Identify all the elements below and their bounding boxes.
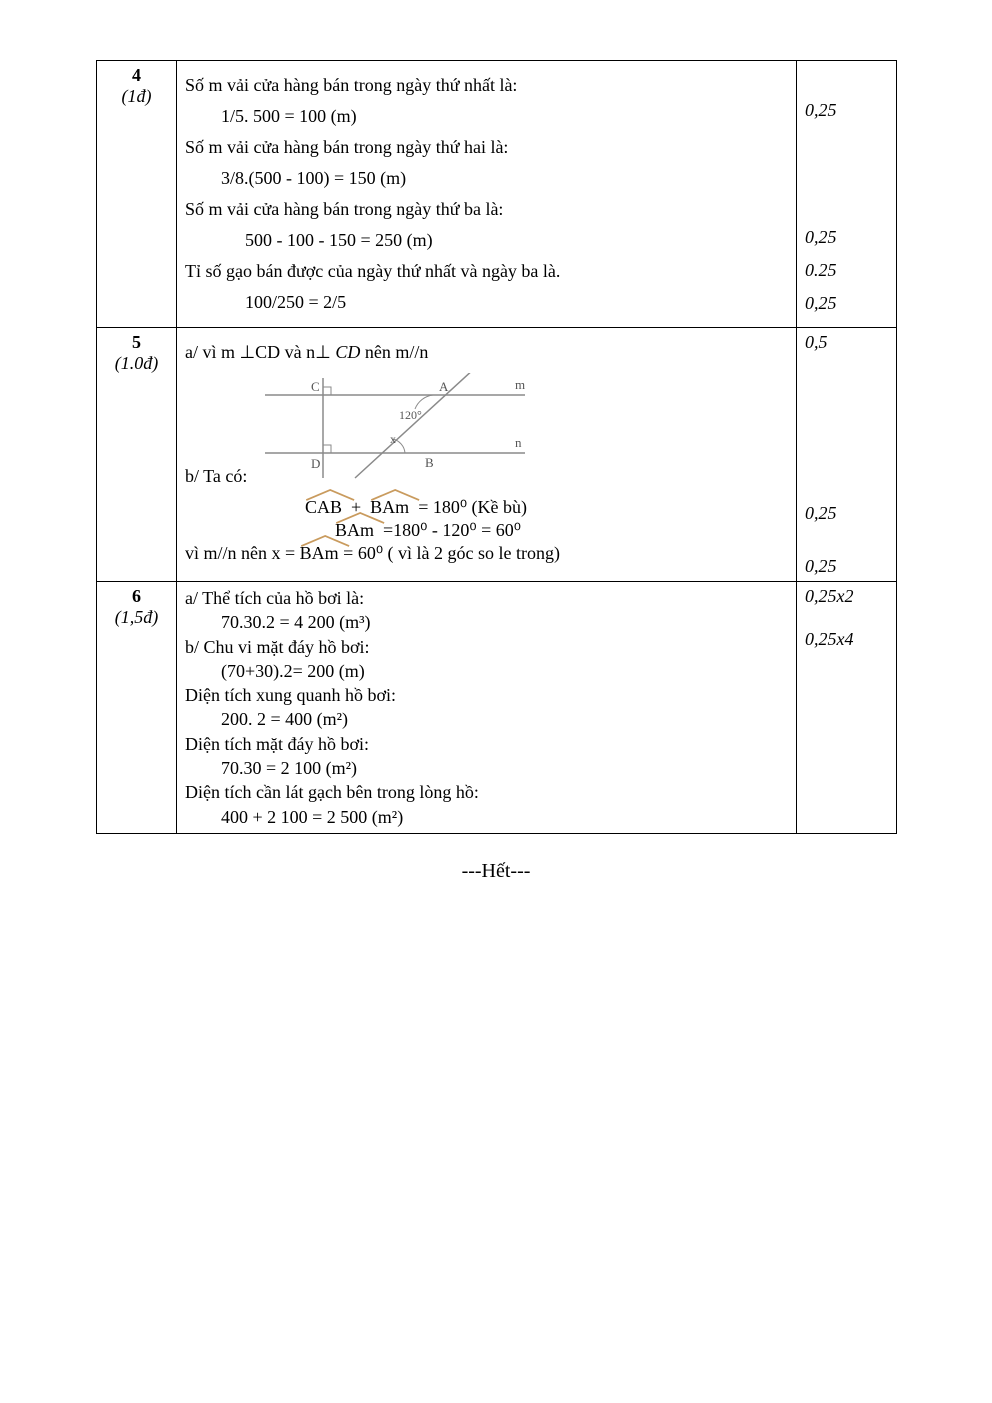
svg-text:B: B: [425, 455, 434, 470]
q6-line: Diện tích cần lát gạch bên trong lòng hồ…: [185, 780, 788, 804]
q6-number-cell: 6 (1,5đ): [97, 582, 177, 834]
svg-text:x: x: [390, 432, 396, 446]
score-value: 0.25: [805, 260, 888, 281]
score-value: [805, 178, 888, 199]
score-value: 0,25: [805, 556, 888, 577]
svg-text:A: A: [439, 379, 449, 394]
q6-line: b/ Chu vi mặt đáy hồ bơi:: [185, 635, 788, 659]
svg-text:m: m: [515, 377, 525, 392]
q6-points: (1,5đ): [115, 607, 159, 627]
q5-number-cell: 5 (1.0đ): [97, 328, 177, 582]
score-value: [805, 79, 888, 100]
q6-line: 70.30.2 = 4 200 (m³): [185, 610, 788, 634]
q6-line: Diện tích xung quanh hồ bơi:: [185, 683, 788, 707]
cd-italic: CD: [335, 342, 360, 362]
q4-line: Số m vải cửa hàng bán trong ngày thứ ba …: [185, 199, 788, 220]
score-value: 0,25: [805, 293, 888, 314]
score-value: 0,25: [805, 503, 888, 524]
q6-content: a/ Thể tích của hồ bơi là: 70.30.2 = 4 2…: [177, 582, 797, 834]
q4-line: 3/8.(500 - 100) = 150 (m): [185, 168, 788, 189]
q6-score: 0,25x2 0,25x4: [797, 582, 897, 834]
q6-number: 6: [132, 586, 141, 606]
angle-hat-icon: BAm: [300, 543, 339, 564]
q5-final-line: vì m//n nên x = BAm = 60⁰ ( vì là 2 góc …: [185, 543, 788, 564]
q5-line-a: a/ vì m ⊥CD và n⊥ CD nên m//n: [185, 342, 788, 363]
q5-eq: BAm =180⁰ - 120⁰ = 60⁰: [185, 520, 788, 541]
q5-number: 5: [132, 332, 141, 352]
svg-text:n: n: [515, 435, 522, 450]
ending-text: ---Hết---: [96, 860, 896, 883]
q6-line: 70.30 = 2 100 (m²): [185, 756, 788, 780]
score-value: 0,25: [805, 100, 888, 121]
q4-number-cell: 4 (1đ): [97, 61, 177, 328]
score-value: 0,5: [805, 332, 888, 353]
q6-line: 400 + 2 100 = 2 500 (m²): [185, 805, 788, 829]
score-value: 0,25x2: [805, 586, 888, 607]
q4-content: Số m vải cửa hàng bán trong ngày thứ nhấ…: [177, 61, 797, 328]
q4-line: Số m vải cửa hàng bán trong ngày thứ hai…: [185, 137, 788, 158]
svg-text:D: D: [311, 456, 320, 471]
q4-line: 1/5. 500 = 100 (m): [185, 106, 788, 127]
q4-points: (1đ): [122, 86, 152, 106]
score-value: 0,25x4: [805, 629, 888, 650]
q4-score: 0,25 0,25 0.25 0,25: [797, 61, 897, 328]
q4-line: 100/250 = 2/5: [185, 292, 788, 313]
q4-number: 4: [132, 65, 141, 85]
q4-line: 500 - 100 - 150 = 250 (m): [185, 230, 788, 251]
score-value: 0,25: [805, 227, 888, 248]
svg-text:120°: 120°: [399, 408, 422, 422]
svg-text:C: C: [311, 379, 320, 394]
q5-points: (1.0đ): [115, 353, 159, 373]
q5-content: a/ vì m ⊥CD và n⊥ CD nên m//n C D: [177, 328, 797, 582]
answer-table: 4 (1đ) Số m vải cửa hàng bán trong ngày …: [96, 60, 897, 834]
q4-line: Tỉ số gạo bán được của ngày thứ nhất và …: [185, 261, 788, 282]
score-value: [805, 141, 888, 162]
q6-line: a/ Thể tích của hồ bơi là:: [185, 586, 788, 610]
q6-line: 200. 2 = 400 (m²): [185, 707, 788, 731]
q5-score: 0,5 0,25 0,25: [797, 328, 897, 582]
q6-line: (70+30).2= 200 (m): [185, 659, 788, 683]
q5-eq: CAB + BAm = 180⁰ (Kề bù): [185, 497, 788, 518]
q6-line: Diện tích mặt đáy hồ bơi:: [185, 732, 788, 756]
q4-line: Số m vải cửa hàng bán trong ngày thứ nhấ…: [185, 75, 788, 96]
